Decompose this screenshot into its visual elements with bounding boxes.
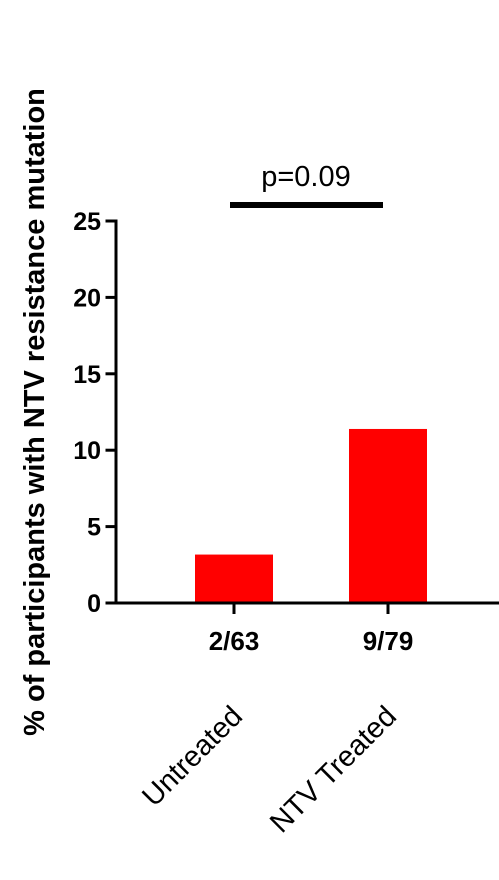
y-tick-label: 0 — [87, 590, 101, 618]
x-category-label: NTV Treated — [264, 700, 403, 839]
count-label: 2/63 — [209, 626, 260, 656]
count-label: 9/79 — [363, 626, 414, 656]
y-tick-label: 20 — [73, 284, 101, 312]
y-tick-label: 15 — [73, 361, 101, 389]
plot-area: 0 5 10 15 20 25 2/63 9/79 Untreated NTV Treated p=… — [73, 161, 499, 839]
x-category-label: Untreated — [136, 700, 249, 813]
p-value-label: p=0.09 — [261, 161, 351, 193]
bar-ntv-treated — [349, 428, 427, 603]
y-tick-label: 10 — [73, 437, 101, 465]
y-tick-label: 25 — [73, 208, 101, 236]
bar-untreated — [195, 554, 273, 603]
y-axis-title: % of participants with NTV resistance mu… — [19, 88, 51, 736]
y-tick-label: 5 — [87, 514, 101, 542]
